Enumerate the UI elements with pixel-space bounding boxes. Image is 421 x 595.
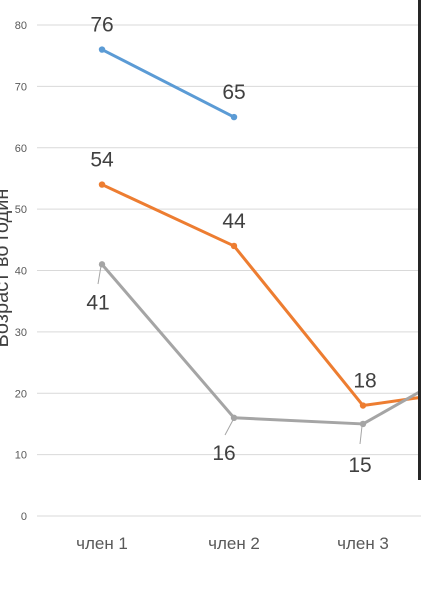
series-lines bbox=[98, 46, 421, 428]
y-axis-label: Возраст во годин bbox=[0, 189, 13, 348]
y-axis-ticks: 0 10 20 30 40 50 60 70 80 bbox=[15, 20, 27, 523]
data-point bbox=[359, 402, 367, 409]
label-leader-line bbox=[97, 265, 102, 285]
label-leader-line bbox=[359, 425, 363, 445]
series-line-3 bbox=[100, 262, 421, 426]
data-labels: 76 65 54 44 18 41 16 15 bbox=[86, 14, 376, 477]
x-axis-categories: член 1 член 2 член 3 bbox=[76, 534, 389, 553]
label-leader-line bbox=[224, 419, 234, 436]
y-tick-label: 70 bbox=[15, 81, 27, 93]
data-point bbox=[98, 181, 106, 188]
y-tick-label: 20 bbox=[15, 388, 27, 400]
data-point bbox=[98, 261, 106, 268]
data-point bbox=[230, 414, 238, 421]
series-line-2 bbox=[100, 183, 421, 408]
data-label: 76 bbox=[90, 14, 113, 37]
y-tick-label: 0 bbox=[21, 511, 27, 523]
data-label: 44 bbox=[222, 210, 246, 233]
y-tick-label: 30 bbox=[15, 327, 27, 339]
x-category-label: член 1 bbox=[76, 534, 128, 553]
gridlines bbox=[37, 24, 421, 517]
data-label: 16 bbox=[212, 442, 235, 465]
y-tick-label: 80 bbox=[15, 20, 27, 32]
y-tick-label: 50 bbox=[15, 204, 27, 216]
data-point bbox=[230, 242, 238, 250]
data-label: 41 bbox=[86, 291, 109, 314]
series-line-1 bbox=[100, 48, 236, 119]
y-tick-label: 60 bbox=[15, 143, 27, 155]
data-point bbox=[359, 420, 367, 428]
x-category-label: член 2 bbox=[208, 534, 260, 553]
data-point bbox=[98, 46, 106, 53]
data-label: 15 bbox=[348, 454, 371, 477]
y-tick-label: 40 bbox=[15, 266, 27, 278]
chart-edge-mark bbox=[418, 0, 421, 480]
data-label: 18 bbox=[353, 370, 376, 393]
data-label: 54 bbox=[90, 149, 114, 172]
x-category-label: член 3 bbox=[337, 534, 389, 553]
data-point bbox=[230, 113, 238, 121]
data-label: 65 bbox=[222, 81, 245, 104]
y-tick-label: 10 bbox=[15, 450, 27, 462]
